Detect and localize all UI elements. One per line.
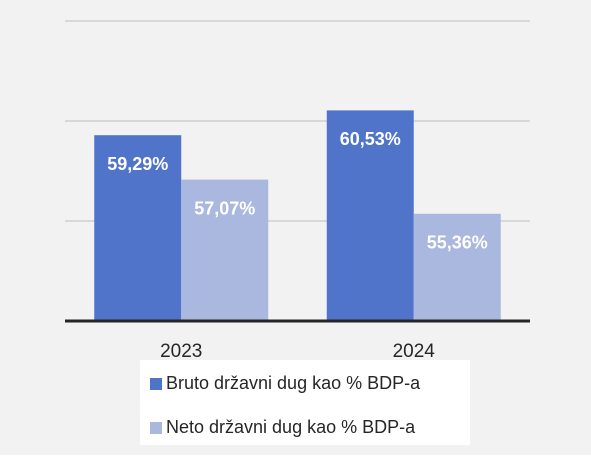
x-tick-label: 2023 — [160, 341, 202, 362]
legend-label: Neto državni dug kao % BDP-a — [166, 417, 416, 437]
legend-box — [140, 360, 470, 445]
data-label: 57,07% — [194, 198, 255, 218]
data-label: 55,36% — [427, 233, 488, 253]
bar — [326, 110, 414, 322]
legend-label: Bruto državni dug kao % BDP-a — [166, 373, 421, 393]
data-label: 60,53% — [340, 129, 401, 149]
legend-swatch — [150, 378, 162, 390]
x-tick-label: 2024 — [393, 341, 436, 362]
data-label: 59,29% — [107, 154, 168, 174]
bar — [94, 135, 182, 321]
bar — [413, 213, 501, 321]
legend-swatch — [150, 422, 162, 434]
bar — [181, 179, 269, 321]
